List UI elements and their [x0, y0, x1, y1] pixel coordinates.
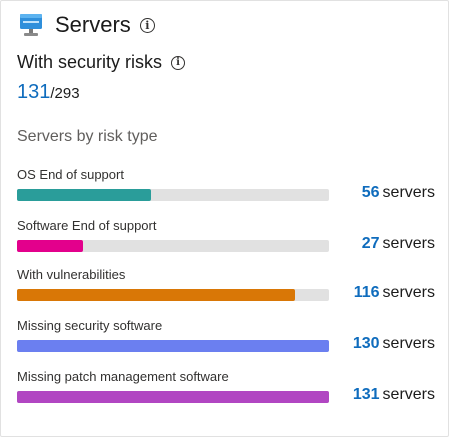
section-title: Servers by risk type [17, 128, 158, 145]
risk-unit: servers [382, 235, 435, 252]
risk-bar-fill [17, 340, 329, 352]
risk-value[interactable]: 116 servers [354, 284, 435, 302]
risk-count[interactable]: 130 [352, 335, 380, 352]
info-icon[interactable]: i [171, 55, 186, 70]
risk-bar-fill [17, 289, 295, 301]
risk-label: Missing security software [17, 318, 163, 333]
risk-count[interactable]: 27 [361, 235, 380, 252]
risk-row: Missing security software 130 servers [17, 318, 437, 358]
server-icon [20, 14, 42, 36]
risk-unit: servers [382, 284, 435, 301]
risk-label: With vulnerabilities [17, 267, 126, 282]
subtitle: With security risks [17, 52, 163, 72]
risk-unit: servers [382, 184, 435, 201]
risk-bar-track [17, 240, 329, 252]
total-count: /293 [50, 85, 80, 102]
risk-row: Missing patch management software 131 ser… [17, 369, 437, 409]
risk-row: Software End of support 27 servers [17, 218, 437, 258]
risk-count[interactable]: 131 [352, 386, 380, 403]
risk-bar-fill [17, 240, 83, 252]
risk-label: Software End of support [17, 218, 157, 233]
risk-row: With vulnerabilities 116 servers [17, 267, 437, 307]
risk-bar-track [17, 340, 329, 352]
risk-bar-track [17, 391, 329, 403]
risk-value[interactable]: 56 servers [362, 184, 435, 202]
card-title: Servers [55, 12, 131, 37]
risk-value[interactable]: 131 servers [353, 386, 435, 404]
risk-unit: servers [382, 386, 435, 403]
risk-bar-track [17, 289, 329, 301]
risk-row: OS End of support 56 servers [17, 167, 437, 207]
risk-bar-track [17, 189, 329, 201]
risk-label: Missing patch management software [17, 369, 229, 384]
info-icon[interactable]: i [139, 17, 155, 33]
risk-count[interactable]: 56 [361, 184, 380, 201]
risk-count[interactable]: 116 [353, 284, 380, 301]
risk-unit: servers [382, 335, 435, 352]
risk-bar-fill [17, 189, 152, 201]
risk-count[interactable]: 131/293 [17, 81, 80, 104]
risk-bar-fill [17, 391, 329, 403]
risk-label: OS End of support [17, 167, 124, 182]
risk-count-value[interactable]: 131 [17, 81, 51, 103]
risk-value[interactable]: 27 servers [362, 235, 435, 253]
card-header: Servers i [17, 11, 155, 39]
risk-value[interactable]: 130 servers [353, 335, 435, 353]
subtitle-row: With security risks i [17, 52, 186, 73]
